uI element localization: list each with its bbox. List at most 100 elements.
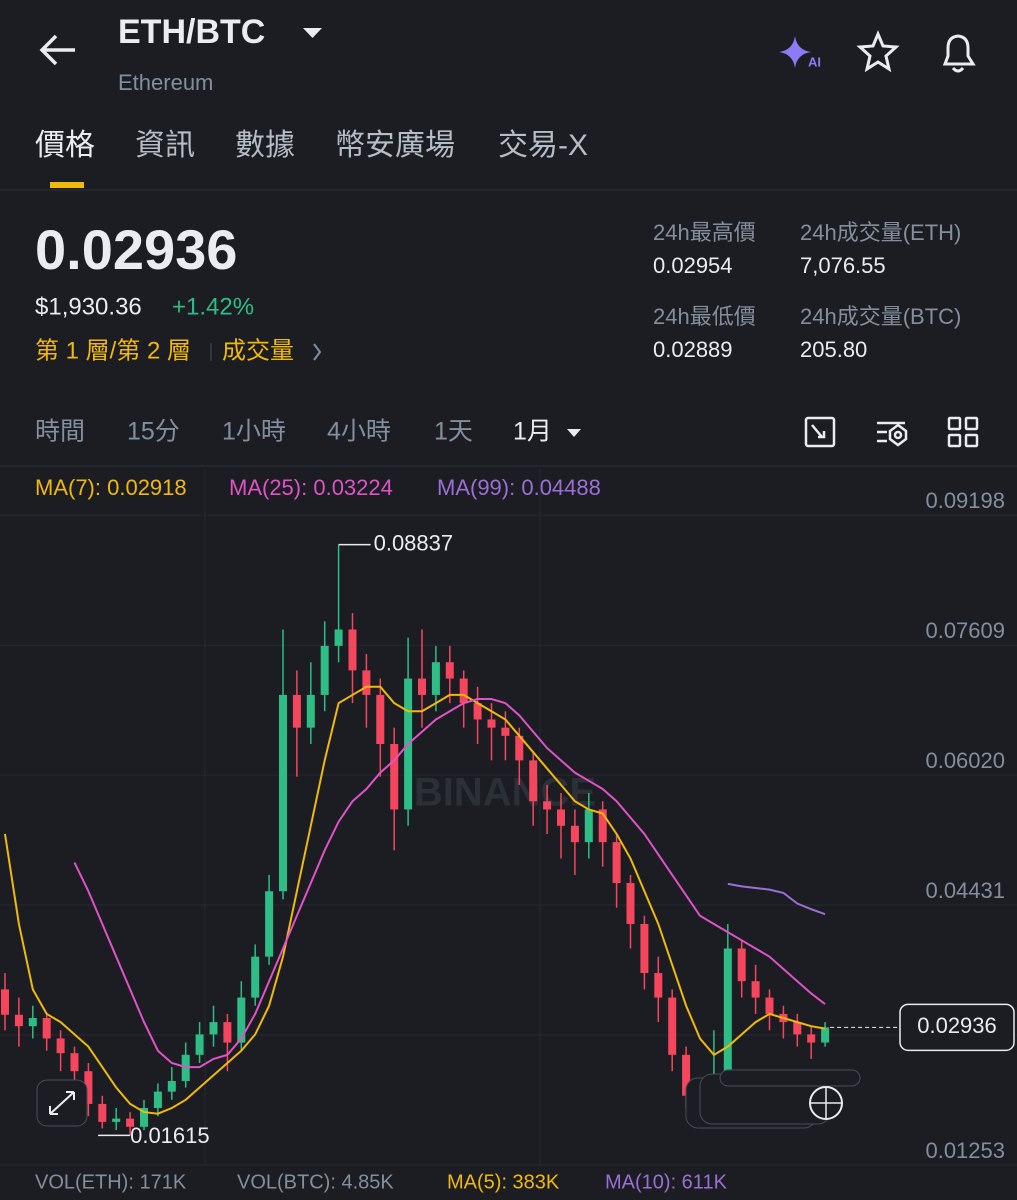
- candle-body: [529, 760, 538, 802]
- candle-body: [292, 694, 301, 728]
- stat-value: 0.02889: [653, 337, 733, 362]
- volume-label: MA(5): 383K: [447, 1171, 560, 1193]
- candle-body: [112, 1118, 121, 1122]
- y-tick-label: 0.07609: [925, 618, 1005, 643]
- y-tick-label: 0.04431: [925, 878, 1005, 903]
- candle-body: [362, 670, 371, 695]
- tab-indicator: [50, 182, 84, 188]
- back-button[interactable]: [39, 34, 75, 66]
- tab[interactable]: 數據: [235, 129, 295, 162]
- interval[interactable]: 1小時: [222, 418, 286, 446]
- interval[interactable]: 1天: [434, 418, 473, 446]
- candle-body: [793, 1022, 802, 1035]
- last-price: 0.02936: [35, 218, 237, 281]
- candle-body: [515, 735, 524, 761]
- candle-body: [807, 1034, 816, 1043]
- candle-body: [84, 1071, 93, 1104]
- last-price-label: 0.02936: [917, 1013, 997, 1038]
- candle-body: [557, 809, 565, 826]
- chevron: [313, 343, 322, 361]
- last-price-tag: [899, 1003, 1015, 1052]
- stat-value: 7,076.55: [800, 253, 886, 278]
- alert-button[interactable]: [942, 34, 976, 73]
- candle-body: [306, 694, 315, 728]
- candle-body: [821, 1027, 830, 1043]
- fullscreen-button[interactable]: [36, 1079, 88, 1127]
- candle-body: [209, 1022, 218, 1035]
- candle-body: [487, 719, 496, 728]
- interval: 時間: [35, 418, 85, 446]
- tag-volume[interactable]: 成交量: [222, 337, 294, 364]
- candle-body: [237, 997, 246, 1043]
- volume-label: VOL(ETH): 171K: [35, 1171, 187, 1193]
- candle-body: [140, 1107, 148, 1127]
- coin-stack[interactable]: [685, 1069, 861, 1129]
- interval[interactable]: 15分: [127, 418, 180, 446]
- stat-label: 24h成交量(BTC): [800, 304, 961, 329]
- legend-entry: MA(7): 0.02918: [35, 475, 187, 500]
- stat-label: 24h最高價: [653, 220, 756, 245]
- candle-body: [668, 997, 677, 1055]
- tab[interactable]: 資訊: [135, 129, 195, 162]
- candle-body: [626, 883, 635, 924]
- y-tick-label: 0.01253: [925, 1138, 1005, 1163]
- candle-body: [598, 809, 607, 843]
- depth-icon[interactable]: [804, 416, 836, 448]
- candle-body: [431, 662, 440, 695]
- candle-body: [126, 1118, 135, 1127]
- candle-body: [612, 842, 621, 884]
- candle-body: [473, 703, 482, 720]
- candle-body: [223, 1022, 232, 1043]
- candle-body: [70, 1053, 79, 1072]
- interval[interactable]: 1月: [513, 418, 552, 446]
- candle-body: [348, 629, 357, 671]
- candle-body: [584, 809, 593, 843]
- stat-label: 24h最低價: [653, 304, 756, 329]
- layout-icon[interactable]: [947, 416, 979, 448]
- stat-value: 205.80: [800, 337, 867, 362]
- candle-body: [56, 1038, 65, 1054]
- ma-line: [727, 882, 826, 916]
- favorite-button[interactable]: [856, 30, 900, 73]
- candle-body: [682, 1054, 691, 1096]
- candle-body: [28, 1018, 37, 1027]
- candle-body: [279, 694, 287, 892]
- candle-body: [570, 825, 579, 843]
- tag-layer[interactable]: 第 1 層/第 2 層: [35, 337, 191, 364]
- candle-body: [1, 989, 9, 1015]
- pair-name: Ethereum: [118, 70, 213, 95]
- stat-label: 24h成交量(ETH): [800, 220, 961, 245]
- tab[interactable]: 價格: [35, 129, 95, 162]
- ma-line: [73, 698, 826, 1069]
- candle-body: [153, 1091, 162, 1108]
- y-tick-label: 0.06020: [925, 748, 1005, 773]
- candle-body: [751, 981, 760, 998]
- candle-body: [376, 694, 385, 745]
- candle-body: [320, 645, 329, 695]
- volume-label: VOL(BTC): 4.85K: [237, 1171, 394, 1193]
- stat-value: 0.02954: [653, 253, 733, 278]
- pair-dropdown[interactable]: [303, 28, 322, 38]
- candle-body: [42, 1018, 51, 1039]
- interval[interactable]: 4小時: [327, 418, 391, 446]
- max-label: 0.08837: [374, 530, 454, 555]
- candle-body: [640, 923, 649, 974]
- svg-text:AI: AI: [808, 54, 821, 69]
- tab[interactable]: 交易-X: [498, 129, 588, 162]
- candle-body: [765, 997, 774, 1014]
- candle-body: [167, 1080, 176, 1092]
- candle-body: [195, 1034, 204, 1055]
- candle-body: [723, 948, 732, 1088]
- tab[interactable]: 幣安廣場: [335, 129, 455, 162]
- pair-title[interactable]: ETH/BTC: [118, 13, 265, 51]
- interval-dropdown[interactable]: [567, 429, 581, 437]
- price-change: +1.42%: [172, 293, 254, 320]
- candle-body: [737, 948, 746, 982]
- settings-icon[interactable]: [877, 421, 908, 447]
- legend-entry: MA(25): 0.03224: [229, 475, 393, 500]
- candle-body: [334, 629, 343, 646]
- ma-line: [4, 685, 826, 1115]
- candle-body: [390, 744, 399, 810]
- ai-icon[interactable]: AI: [779, 36, 821, 69]
